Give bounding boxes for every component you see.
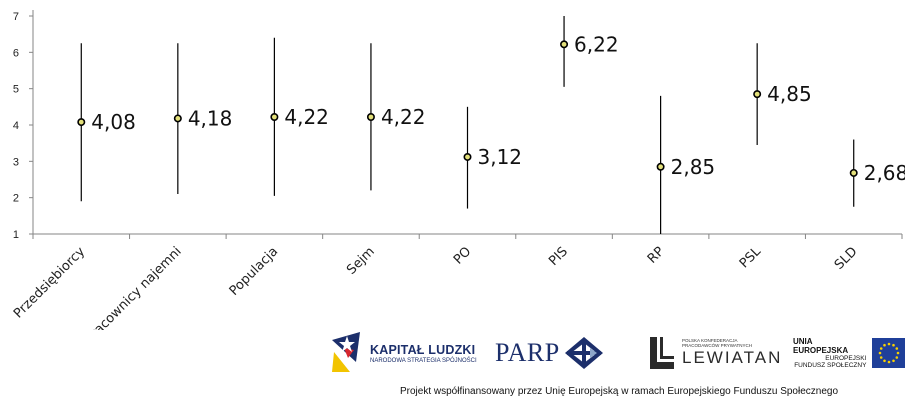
data-point <box>77 118 86 127</box>
eu-star-icon <box>883 359 887 363</box>
eu-star-icon <box>888 360 891 364</box>
footer-text: Projekt współfinansowany przez Unię Euro… <box>400 386 839 397</box>
y-tick-label: 3 <box>13 156 19 168</box>
x-category-label: Pracownicy najemni <box>82 244 184 330</box>
data-point <box>849 168 858 177</box>
logo-strip: KAPITAŁ LUDZKI NARODOWA STRATEGIA SPÓJNO… <box>330 330 905 380</box>
kapital-ludzki-subtitle: NARODOWA STRATEGIA SPÓJNOŚCI <box>370 357 477 364</box>
data-point <box>366 113 375 122</box>
x-category-label: RP <box>645 244 668 267</box>
data-point <box>173 114 182 123</box>
parp-logo: PARP <box>495 330 604 376</box>
eu-star-icon <box>880 356 883 359</box>
y-axis: 1 2 3 4 5 6 7 <box>13 10 34 241</box>
lewiatan-logo: POLSKA KONFEDERACJA PRACODAWCÓW PRYWATNY… <box>648 330 782 376</box>
data-points <box>77 40 858 177</box>
eu-star-icon <box>895 347 899 350</box>
y-tick-label: 4 <box>13 120 19 132</box>
kapital-ludzki-emblem-icon <box>332 332 360 372</box>
eu-star-icon <box>880 347 883 350</box>
data-labels: 4,08 4,18 4,22 4,22 3,12 6,22 2,85 4,85 2,68 <box>91 32 905 185</box>
y-tick-label: 5 <box>13 84 19 96</box>
eu-fund-line2: FUNDUSZ SPOŁECZNY <box>794 362 867 369</box>
data-point <box>753 90 762 99</box>
x-category-label: SLD <box>832 244 861 273</box>
eu-star-icon <box>897 351 900 355</box>
lewiatan-emblem-icon <box>650 337 674 369</box>
eu-star-icon <box>895 356 899 359</box>
parp-name: PARP <box>495 338 560 367</box>
data-label: 4,18 <box>188 106 233 130</box>
y-tick-label: 6 <box>13 47 19 59</box>
parp-diamond-icon <box>564 337 603 369</box>
data-label: 2,68 <box>864 161 905 185</box>
data-point <box>656 162 665 171</box>
data-point <box>270 113 279 122</box>
data-label: 6,22 <box>574 32 619 56</box>
eu-star-icon <box>883 343 887 347</box>
data-label: 3,12 <box>478 145 523 169</box>
x-category-label: PO <box>451 244 474 267</box>
eu-star-icon <box>888 342 891 346</box>
eu-star-icon <box>879 351 882 355</box>
lewiatan-subtitle: POLSKA KONFEDERACJA PRACODAWCÓW PRYWATNY… <box>682 338 753 348</box>
eu-logo: UNIA EUROPEJSKA EUROPEJSKI FUNDUSZ SPOŁE… <box>793 330 905 376</box>
data-label: 2,85 <box>671 155 716 179</box>
eu-star-icon <box>892 359 896 363</box>
x-category-label: PIS <box>546 244 571 269</box>
data-point <box>463 152 472 161</box>
x-category-label: Przedsiębiorcy <box>11 244 88 321</box>
data-label: 4,85 <box>767 82 812 106</box>
kapital-ludzki-name: KAPITAŁ LUDZKI <box>370 342 476 357</box>
y-tick-label: 2 <box>13 193 19 205</box>
eu-name: UNIA EUROPEJSKA <box>793 337 849 355</box>
x-category-label: Populacja <box>227 244 282 299</box>
y-tick-label: 7 <box>13 11 19 23</box>
eu-star-icon <box>892 343 896 347</box>
data-point <box>560 40 569 49</box>
eu-flag-icon <box>872 338 905 368</box>
lewiatan-name: LEWIATAN <box>682 348 783 367</box>
data-label: 4,22 <box>284 105 329 129</box>
x-category-label: Sejm <box>344 244 378 278</box>
eu-fund-line1: EUROPEJSKI <box>825 355 867 362</box>
x-category-label: PSL <box>737 244 765 272</box>
y-tick-label: 1 <box>13 229 19 241</box>
data-label: 4,22 <box>381 105 426 129</box>
kapital-ludzki-logo: KAPITAŁ LUDZKI NARODOWA STRATEGIA SPÓJNO… <box>330 330 477 376</box>
data-label: 4,08 <box>91 110 136 134</box>
